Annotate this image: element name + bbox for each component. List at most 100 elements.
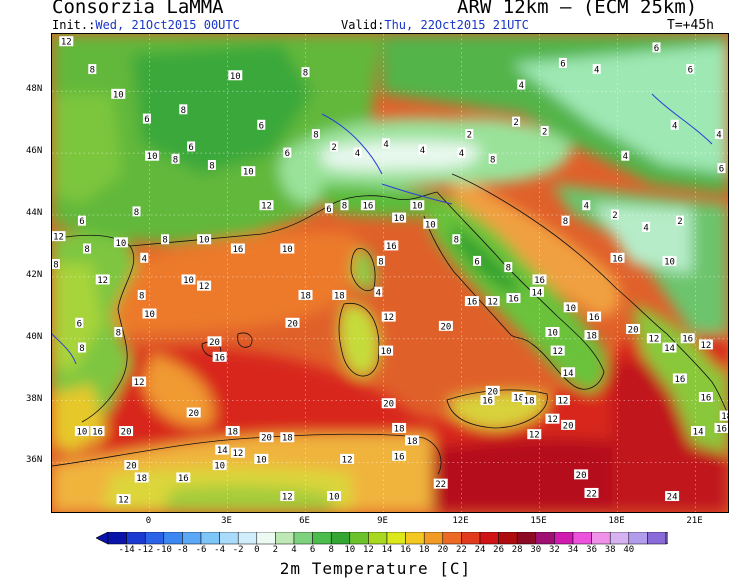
temp-label: 20 — [261, 434, 272, 444]
temp-label-box — [392, 422, 407, 433]
temp-label-box — [259, 432, 274, 443]
colorbar-segment — [405, 532, 425, 545]
colorbar-tick-label: -4 — [214, 545, 226, 555]
temp-label-box — [113, 237, 128, 248]
temp-label: 16 — [682, 335, 693, 345]
temp-label: 10 — [256, 455, 267, 465]
temp-label-box — [145, 150, 160, 161]
colorbar-segment — [126, 532, 146, 545]
colorbar-segment — [498, 532, 518, 545]
temp-label: 2 — [513, 118, 518, 128]
temp-label-box — [418, 144, 427, 155]
temp-label-box — [77, 215, 86, 226]
temp-label-box — [665, 491, 680, 502]
colorbar-tick-label: 18 — [418, 545, 430, 555]
temp-label: 16 — [466, 298, 477, 308]
temp-label: 20 — [121, 428, 132, 438]
temp-label: 24 — [667, 493, 678, 503]
temp-label-box — [610, 252, 625, 263]
temp-label: 18 — [282, 434, 293, 444]
temp-label: 10 — [412, 202, 423, 212]
temp-label-box — [95, 274, 110, 285]
map-graticule — [52, 34, 728, 512]
latitude-label: 44N — [26, 207, 43, 218]
colorbar-tick-label: 24 — [474, 545, 486, 555]
temp-label-box — [197, 280, 212, 291]
valid-time: Valid:Thu, 22Oct2015 21UTC — [341, 18, 529, 32]
temp-label: 8 — [378, 257, 383, 267]
temp-label: 6 — [259, 121, 264, 131]
temp-label: 14 — [563, 369, 574, 379]
longitude-label: 15E — [530, 516, 547, 526]
temp-label-box — [686, 64, 695, 75]
temp-label: 8 — [134, 208, 139, 218]
temp-label: 2 — [612, 211, 617, 221]
temp-label-box — [626, 323, 641, 334]
temperature-labels: 1281010868661088106824444822264466444662… — [52, 36, 728, 506]
colorbar-segment — [572, 532, 592, 545]
temp-label-box — [621, 150, 630, 161]
temp-label-box — [90, 426, 105, 437]
colorbar-tick-label: 28 — [511, 545, 523, 555]
temp-label-box — [457, 147, 466, 158]
temp-label: 16 — [508, 295, 519, 305]
temp-label: 8 — [79, 344, 84, 354]
temp-label-box — [485, 385, 500, 396]
colorbar-segment — [535, 532, 555, 545]
temp-label-box — [137, 289, 146, 300]
colorbar-segment — [256, 532, 276, 545]
temp-label: 16 — [589, 313, 600, 323]
colorbar-segment — [368, 532, 388, 545]
temp-label-box — [522, 395, 537, 406]
temp-label-box — [587, 311, 602, 322]
temp-label: 20 — [209, 338, 220, 348]
temp-label-box — [212, 460, 227, 471]
temp-label-box — [642, 221, 651, 232]
temp-label: 20 — [487, 387, 498, 397]
colorbar-segment — [386, 532, 406, 545]
temp-label: 8 — [139, 291, 144, 301]
temp-label: 6 — [654, 44, 659, 54]
forecast-step: T=+45h — [667, 18, 714, 33]
colorbar-segment — [200, 532, 220, 545]
temp-label-box — [311, 129, 320, 140]
temp-label-box — [532, 274, 547, 285]
temp-label: 2 — [331, 143, 336, 153]
temp-label: 8 — [563, 217, 568, 227]
temp-label-box — [511, 392, 526, 403]
init-time: Init.:Wed, 21Oct2015 00UTC — [52, 18, 240, 32]
rivers — [52, 93, 713, 365]
temp-label: 6 — [474, 257, 479, 267]
temp-label: 16 — [482, 397, 493, 407]
colorbar-tick-label: -8 — [176, 545, 188, 555]
temp-label: 4 — [643, 223, 648, 233]
temp-label: 12 — [342, 455, 353, 465]
longitude-label: 12E — [452, 516, 469, 526]
temp-label: 16 — [394, 452, 405, 462]
temp-label-box — [473, 255, 482, 266]
temp-label-box — [452, 234, 461, 245]
temp-label: 10 — [214, 462, 225, 472]
temp-label-box — [545, 413, 560, 424]
longitude-label: 3E — [221, 516, 232, 526]
temp-label: 20 — [383, 400, 394, 410]
temp-label: 16 — [178, 474, 189, 484]
temp-label-box — [228, 70, 243, 81]
temp-label: 6 — [188, 143, 193, 153]
temp-label: 4 — [672, 121, 677, 131]
temp-label-box — [212, 351, 227, 362]
temperature-map: 1281010868661088106824444822264466444662… — [51, 33, 729, 513]
temp-label: 16 — [700, 394, 711, 404]
temp-label: 12 — [547, 415, 558, 425]
temp-label: 12 — [552, 347, 563, 357]
temp-label-box — [506, 293, 521, 304]
temp-label-box — [584, 487, 599, 498]
temp-label-box — [680, 333, 695, 344]
temp-label-box — [257, 119, 266, 130]
temp-label-box — [646, 333, 661, 344]
temp-label-box — [423, 218, 438, 229]
temp-label: 8 — [209, 161, 214, 171]
colorbar-segment — [628, 532, 648, 545]
temp-label-box — [592, 64, 601, 75]
latitude-label: 48N — [26, 84, 43, 95]
